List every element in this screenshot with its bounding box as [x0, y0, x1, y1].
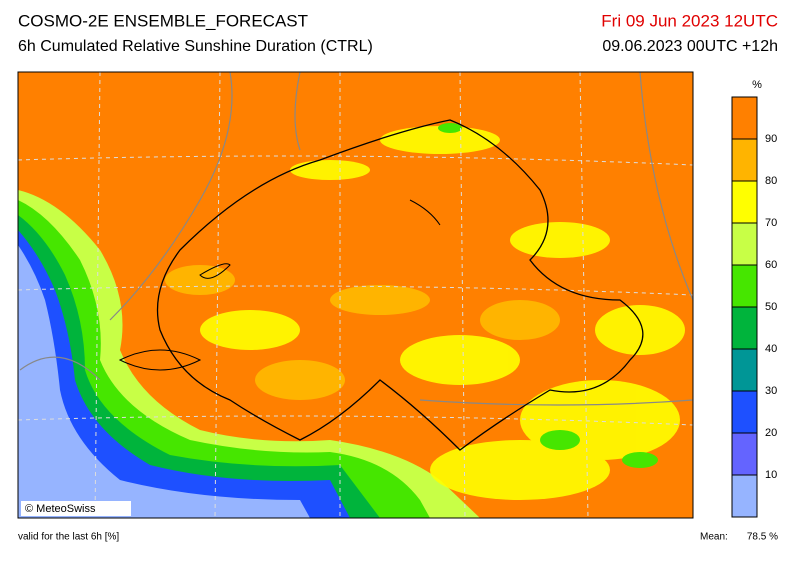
legend-swatch — [732, 97, 757, 139]
legend-unit: % — [752, 79, 762, 91]
legend-tick-label: 30 — [765, 385, 777, 397]
footer-note: valid for the last 6h [%] — [18, 532, 119, 543]
legend-tick-label: 20 — [765, 427, 777, 439]
map — [18, 72, 693, 518]
legend-swatch — [732, 475, 757, 517]
legend-swatch — [732, 433, 757, 475]
legend-swatch — [732, 391, 757, 433]
subtitle: 6h Cumulated Relative Sunshine Duration … — [18, 38, 373, 55]
legend-tick-label: 10 — [765, 469, 777, 481]
legend-tick-label: 90 — [765, 133, 777, 145]
credit: © MeteoSwiss — [25, 503, 96, 515]
legend-swatch — [732, 139, 757, 181]
mean-label: Mean: — [700, 532, 728, 543]
mean-value: 78.5 % — [747, 532, 778, 543]
legend-tick-label: 70 — [765, 217, 777, 229]
run-time: 09.06.2023 00UTC +12h — [602, 38, 778, 55]
legend-tick-label: 80 — [765, 175, 777, 187]
legend-swatch — [732, 307, 757, 349]
legend-tick-label: 60 — [765, 259, 777, 271]
title: COSMO-2E ENSEMBLE_FORECAST — [18, 11, 308, 30]
colorbar: % 10 20 30 40 50 60 70 80 90 — [731, 79, 777, 518]
legend-swatch — [732, 349, 757, 391]
legend-tick-label: 50 — [765, 301, 777, 313]
legend-swatch — [732, 181, 757, 223]
valid-time: Fri 09 Jun 2023 12UTC — [601, 11, 778, 30]
legend-swatch — [732, 265, 757, 307]
credit-box — [21, 501, 131, 516]
legend-tick-label: 40 — [765, 343, 777, 355]
map-frame — [17, 71, 694, 519]
legend-swatch — [732, 223, 757, 265]
